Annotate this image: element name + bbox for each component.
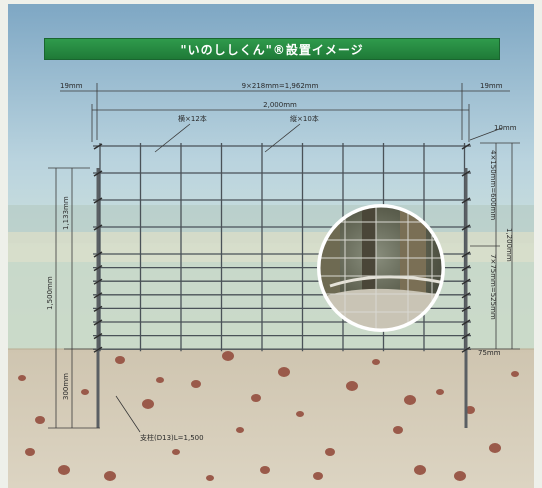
- stone: [489, 443, 501, 453]
- upper-rows-label: 4×150mm=600mm: [489, 150, 497, 220]
- wire-clip: [93, 305, 103, 312]
- soil-stones: [18, 351, 519, 481]
- wire-clip: [461, 319, 471, 326]
- total-width-label: 2,000mm: [263, 101, 297, 109]
- stone: [81, 389, 89, 395]
- wire-clip: [93, 143, 103, 150]
- wire-clip: [461, 224, 471, 231]
- vertical-wires-label: 縦×10本: [290, 114, 319, 123]
- stone: [260, 466, 270, 474]
- wire-clip: [93, 224, 103, 231]
- wire-clip: [93, 292, 103, 299]
- wire-clip: [93, 319, 103, 326]
- stone: [278, 367, 290, 377]
- stone: [35, 416, 45, 424]
- stone: [58, 465, 70, 475]
- grass-band: [8, 262, 534, 349]
- photo-inset: [317, 204, 445, 332]
- wire-clip: [461, 143, 471, 150]
- wire-clip: [461, 251, 471, 258]
- stone: [404, 395, 416, 405]
- wire-clip: [461, 265, 471, 272]
- field-band: [8, 232, 534, 262]
- stake-total-label: 1,500mm: [46, 276, 54, 310]
- wire-clip: [461, 305, 471, 312]
- stone: [296, 411, 304, 417]
- top-gap-label: 10mm: [494, 124, 517, 132]
- support-stakes: [93, 143, 471, 428]
- stone: [313, 472, 323, 480]
- stone: [206, 475, 214, 481]
- wire-clip: [93, 265, 103, 272]
- stone: [104, 471, 116, 481]
- stone: [142, 399, 154, 409]
- wire-clip: [461, 170, 471, 177]
- horizontal-wires-label: 横×12本: [178, 114, 207, 123]
- page-title: "いのししくん"®設置イメージ: [44, 38, 500, 60]
- soil-ground: [8, 349, 534, 488]
- wire-clip: [461, 333, 471, 340]
- dimension-lines: [48, 83, 520, 433]
- stone: [18, 375, 26, 381]
- stone: [156, 377, 164, 383]
- wire-clip: [93, 346, 103, 353]
- stone: [191, 380, 201, 388]
- stake-buried-label: 300mm: [62, 373, 70, 400]
- bottom-gap-label: 75mm: [478, 349, 501, 357]
- wire-clip: [93, 197, 103, 204]
- wire-clip: [461, 197, 471, 204]
- lower-rows-label: 7×75mm=525mm: [489, 254, 497, 320]
- stone: [393, 426, 403, 434]
- stone: [414, 465, 426, 475]
- wire-clip: [461, 278, 471, 285]
- stone: [325, 448, 335, 456]
- stone: [236, 427, 244, 433]
- stone: [25, 448, 35, 456]
- stone: [436, 389, 444, 395]
- stone: [251, 394, 261, 402]
- stone: [222, 351, 234, 361]
- stake-label: 支柱(D13)L=1,500: [140, 433, 204, 442]
- stake-height-label: 1,133mm: [62, 196, 70, 230]
- stone: [372, 359, 380, 365]
- wire-clip: [461, 292, 471, 299]
- stone: [172, 449, 180, 455]
- stone: [511, 371, 519, 377]
- wire-clip: [461, 346, 471, 353]
- wire-clip: [93, 333, 103, 340]
- stone: [454, 471, 466, 481]
- stone: [115, 356, 125, 364]
- right-margin-label: 19mm: [480, 82, 503, 90]
- mesh-height-label: 1,200mm: [505, 228, 513, 262]
- wire-clip: [93, 278, 103, 285]
- stone: [346, 381, 358, 391]
- mesh-width-label: 9×218mm=1,962mm: [242, 82, 319, 90]
- left-margin-label: 19mm: [60, 82, 83, 90]
- wire-clip: [93, 251, 103, 258]
- wire-clip: [93, 170, 103, 177]
